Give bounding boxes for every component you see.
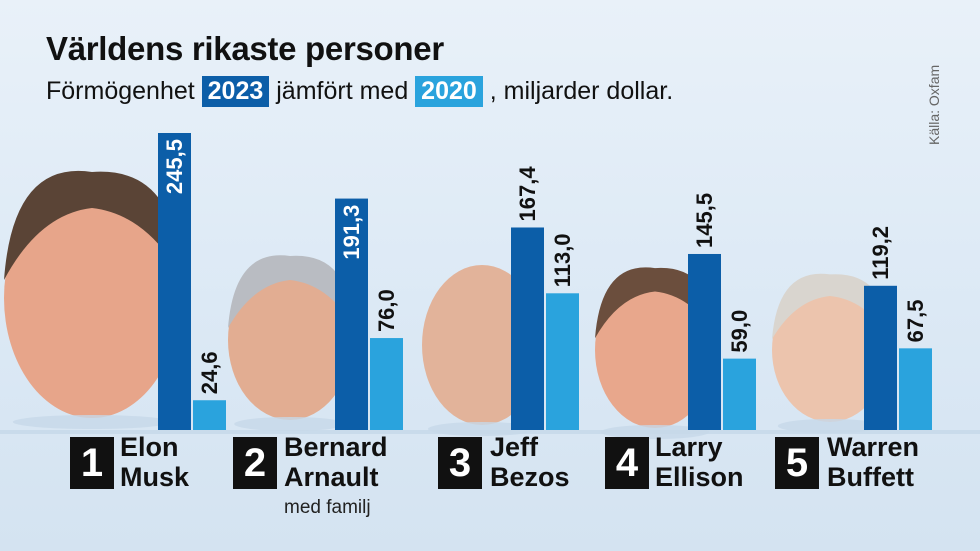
last-name: Arnault [284, 462, 379, 492]
person-name-1: Elon Musk [120, 432, 189, 492]
legend-2020: 2020 [415, 76, 483, 107]
portrait-photo [4, 178, 180, 418]
subtitle-suffix: , miljarder dollar. [489, 77, 674, 105]
bar-2023 [158, 133, 191, 430]
rank-badge-3: 3 [438, 437, 482, 489]
chart-title: Världens rikaste personer [46, 30, 444, 67]
rank-badge-4: 4 [605, 437, 649, 489]
portrait-photo [228, 260, 352, 420]
data-label-2023: 119,2 [868, 226, 893, 280]
last-name: Bezos [490, 462, 570, 492]
subtitle-middle: jämfört med [276, 77, 409, 105]
subtitle-prefix: Förmögenhet [46, 77, 195, 105]
bar-2023 [688, 253, 721, 430]
bar-2023 [864, 285, 897, 430]
data-label-2020: 113,0 [550, 233, 575, 287]
portrait-hair [4, 170, 180, 280]
rank-badge-5: 5 [775, 437, 819, 489]
portrait-photo [595, 272, 715, 428]
portrait-shadow [234, 417, 346, 431]
last-name: Musk [120, 462, 190, 492]
first-name: Elon [120, 432, 179, 462]
rank-badge-1: 1 [70, 437, 114, 489]
first-name: Larry [655, 432, 723, 462]
person-name-3: Jeff Bezos [490, 432, 570, 492]
legend-2023: 2023 [201, 76, 270, 107]
last-name: Buffett [827, 462, 914, 492]
data-label-2023: 191,3 [339, 205, 364, 260]
rank-badge-2: 2 [233, 437, 277, 489]
person-name-2: Bernard Arnault [284, 432, 388, 492]
data-label-2020: 67,5 [903, 300, 928, 343]
first-name: Bernard [284, 432, 388, 462]
person-name-4: Larry Ellison [655, 432, 744, 492]
bar-2020 [723, 358, 756, 430]
portrait-shadow [428, 422, 536, 436]
portrait-shadow [601, 425, 709, 439]
data-label-2020: 59,0 [727, 310, 752, 353]
data-label-2020: 24,6 [197, 351, 222, 394]
last-name: Ellison [655, 462, 744, 492]
portrait-shadow [777, 419, 883, 433]
first-name: Jeff [490, 432, 539, 462]
portrait-photo [772, 278, 888, 422]
person-name-5: Warren Buffett [827, 432, 919, 492]
bar-2023 [335, 198, 368, 430]
bar-2020 [546, 293, 579, 430]
bar-2023 [511, 227, 544, 430]
data-label-2020: 76,0 [374, 289, 399, 332]
portrait-hair [595, 267, 715, 339]
data-label-2023: 167,4 [515, 166, 540, 222]
portrait-hair [228, 255, 352, 328]
chart-subtitle: Förmögenhet 2023 jämfört med 2020 , milj… [46, 76, 673, 107]
portrait-hair [772, 273, 888, 340]
data-label-2023: 245,5 [162, 139, 187, 194]
portrait-shadow [12, 415, 172, 429]
data-label-2023: 145,5 [692, 193, 717, 248]
bar-2020 [193, 400, 226, 430]
bar-2020 [899, 348, 932, 430]
person-note-2: med familj [284, 497, 371, 518]
bar-2020 [370, 338, 403, 430]
first-name: Warren [827, 432, 920, 462]
